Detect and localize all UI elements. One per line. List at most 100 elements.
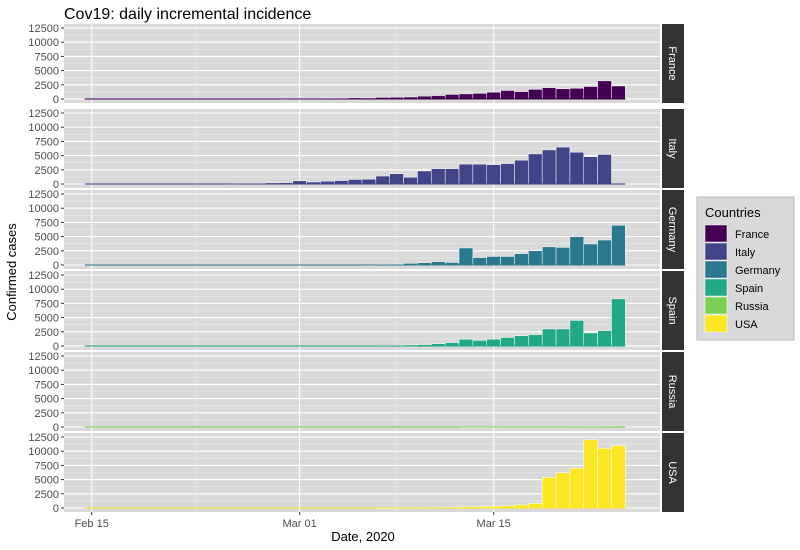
y-tick-label: 10000	[28, 284, 59, 296]
bar-france	[500, 90, 515, 100]
facet-panels: 0 2500 5000 7500 10000 12500 France 0 2500 5000 75…	[28, 23, 684, 530]
bar-spain	[597, 330, 612, 347]
y-tick-label: 2500	[35, 165, 59, 177]
bar-italy	[417, 170, 432, 185]
facet-label: Italy	[666, 138, 678, 159]
y-tick-label: 10000	[28, 122, 59, 134]
bar-germany	[486, 256, 501, 266]
y-tick-label: 5000	[35, 66, 59, 78]
y-tick-label: 10000	[28, 365, 59, 377]
bar-spain	[472, 340, 487, 347]
bar-france	[514, 91, 529, 100]
facet-strip	[662, 352, 684, 431]
facet-strip	[662, 190, 684, 269]
y-tick-label: 7500	[35, 379, 59, 391]
bar-france	[583, 86, 598, 100]
y-tick-label: 5000	[35, 475, 59, 487]
y-tick-label: 12500	[28, 189, 59, 201]
y-tick-label: 5000	[35, 232, 59, 244]
bar-usa	[583, 439, 598, 509]
bar-spain	[583, 332, 598, 347]
y-tick-label: 5000	[35, 313, 59, 325]
bar-spain	[514, 335, 529, 347]
y-tick-label: 0	[53, 422, 59, 434]
bar-germany	[472, 257, 487, 266]
panel-italy: 0 2500 5000 7500 10000 12500 Italy	[28, 108, 684, 191]
y-tick-label: 0	[53, 94, 59, 106]
bar-usa	[555, 472, 571, 509]
bar-spain	[458, 338, 474, 347]
legend-label: Italy	[735, 247, 756, 259]
bar-italy	[583, 156, 598, 185]
bar-germany	[569, 236, 585, 266]
bar-italy	[375, 175, 390, 185]
panel-russia: 0 2500 5000 7500 10000 12500 Russia	[28, 351, 684, 434]
panel-germany: 0 2500 5000 7500 10000 12500 Germany	[28, 189, 684, 272]
y-tick-label: 10000	[28, 203, 59, 215]
y-tick-label: 2500	[35, 489, 59, 501]
y-tick-label: 12500	[28, 108, 59, 120]
bar-spain	[486, 338, 501, 347]
legend-label: Germany	[735, 265, 781, 277]
facet-label: Spain	[666, 296, 678, 324]
bar-italy	[514, 159, 529, 185]
y-tick-label: 5000	[35, 151, 59, 163]
bar-italy	[403, 176, 418, 185]
bar-france	[611, 85, 626, 100]
legend-key-france	[704, 224, 728, 243]
x-tick-label: Mar 15	[477, 518, 511, 530]
bar-germany	[528, 250, 543, 266]
y-tick-label: 12500	[28, 351, 59, 363]
y-tick-label: 0	[53, 179, 59, 191]
bar-germany	[597, 239, 612, 266]
bar-italy	[486, 164, 501, 185]
chart-title: Cov19: daily incremental incidence	[64, 6, 311, 23]
y-tick-label: 7500	[35, 136, 59, 148]
facet-label: Germany	[666, 207, 678, 253]
bar-italy	[389, 173, 404, 185]
bar-france	[472, 93, 487, 100]
bar-germany	[583, 243, 598, 266]
facet-strip	[662, 24, 684, 103]
y-tick-label: 12500	[28, 23, 59, 35]
bar-france	[444, 94, 460, 100]
facet-strip	[662, 271, 684, 350]
legend-key-spain	[704, 278, 728, 297]
bar-germany	[611, 224, 626, 266]
x-axis: Feb 15 Mar 01 Mar 15	[75, 512, 511, 530]
bar-italy	[334, 180, 349, 185]
bar-italy	[555, 146, 571, 185]
y-tick-label: 5000	[35, 394, 59, 406]
legend-label: Spain	[735, 283, 763, 295]
facet-label: USA	[666, 461, 678, 484]
bar-spain	[569, 320, 585, 347]
bar-italy	[444, 168, 460, 185]
bar-spain	[611, 298, 626, 347]
x-tick-label: Feb 15	[75, 518, 109, 530]
y-tick-label: 2500	[35, 327, 59, 339]
legend-title: Countries	[705, 205, 761, 220]
bar-germany	[555, 247, 571, 266]
bar-usa	[597, 448, 612, 509]
bar-spain	[541, 328, 557, 347]
legend: Countries France Italy Germany Spain Russia U…	[696, 196, 795, 341]
bar-italy	[361, 178, 377, 185]
bar-italy	[431, 168, 446, 185]
bar-usa	[569, 467, 585, 509]
y-tick-label: 12500	[28, 270, 59, 282]
bar-usa	[541, 477, 557, 509]
y-tick-label: 10000	[28, 446, 59, 458]
y-tick-label: 2500	[35, 80, 59, 92]
bar-spain	[555, 328, 571, 347]
bar-germany	[514, 253, 529, 266]
bar-spain	[500, 337, 515, 347]
bar-italy	[458, 163, 474, 185]
y-axis-title: Confirmed cases	[4, 223, 19, 321]
y-tick-label: 0	[53, 503, 59, 515]
panel-france: 0 2500 5000 7500 10000 12500 France	[28, 23, 684, 106]
panel-spain: 0 2500 5000 7500 10000 12500 Spain	[28, 270, 684, 353]
bar-france	[541, 87, 557, 100]
facet-label: France	[666, 46, 678, 80]
bar-france	[528, 89, 543, 100]
bar-spain	[444, 342, 460, 347]
